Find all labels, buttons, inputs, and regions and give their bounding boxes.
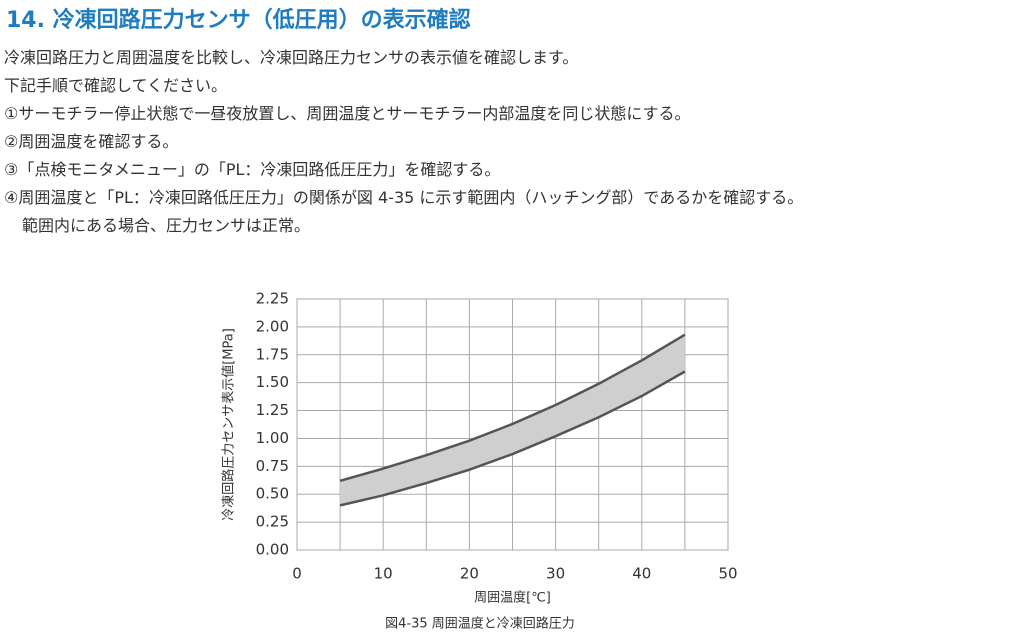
- figure-caption: 図4-35 周囲温度と冷凍回路圧力: [385, 616, 575, 632]
- y-axis-label: 冷凍回路圧力センサ表示値[MPa]: [221, 328, 237, 521]
- paragraph-line: 下記手順で確認してください。: [4, 76, 228, 95]
- y-tick-label: 1.50: [256, 373, 289, 391]
- y-tick-label: 1.75: [256, 345, 289, 363]
- lower-line: [339, 370, 686, 507]
- y-tick-label: 1.00: [256, 429, 289, 447]
- paragraph-line: ①サーモチラー停止状態で一昼夜放置し、周囲温度とサーモチラー内部温度を同じ状態に…: [4, 104, 691, 123]
- section-title: 14. 冷凍回路圧力センサ（低圧用）の表示確認: [6, 8, 471, 33]
- paragraph-line: 範囲内にある場合、圧力センサは正常。: [22, 216, 311, 235]
- y-tick-label: 0.50: [256, 485, 289, 503]
- y-tick-label: 2.25: [256, 290, 289, 308]
- range-band: [340, 334, 685, 506]
- x-tick-label: 30: [546, 565, 565, 583]
- y-tick-label: 2.00: [256, 317, 289, 335]
- x-tick-label: 50: [718, 565, 737, 583]
- x-tick-label: 0: [292, 565, 302, 583]
- x-axis-label: 周囲温度[℃]: [474, 590, 551, 606]
- y-tick-label: 0.25: [256, 513, 289, 531]
- x-tick-label: 10: [374, 565, 393, 583]
- y-tick-label: 1.25: [256, 401, 289, 419]
- upper-line: [339, 333, 686, 483]
- x-tick-label: 20: [460, 565, 479, 583]
- paragraph-line: ④周囲温度と「PL：冷凍回路低圧圧力」の関係が図 4-35 に示す範囲内（ハッチ…: [4, 188, 804, 207]
- x-tick-label: 40: [632, 565, 651, 583]
- paragraph-line: ③「点検モニタメニュー」の「PL：冷凍回路低圧圧力」を確認する。: [4, 160, 501, 179]
- paragraph-line: ②周囲温度を確認する。: [4, 132, 179, 151]
- y-tick-label: 0.75: [256, 457, 289, 475]
- y-tick-label: 0.00: [256, 541, 289, 559]
- paragraph-line: 冷凍回路圧力と周囲温度を比較し、冷凍回路圧力センサの表示値を確認します。: [4, 48, 579, 67]
